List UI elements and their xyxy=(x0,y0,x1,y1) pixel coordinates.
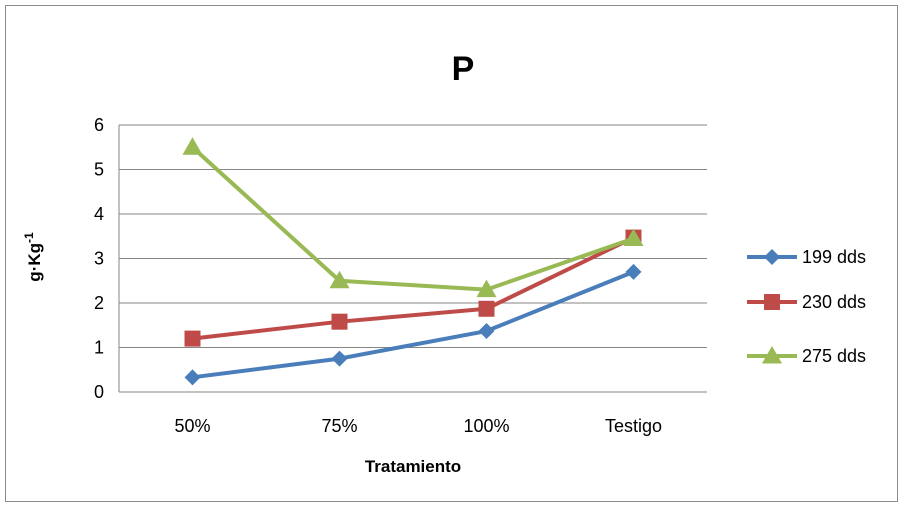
data-point xyxy=(476,279,497,298)
data-point xyxy=(623,228,644,246)
legend-item: 199 dds xyxy=(747,247,866,267)
data-point xyxy=(478,323,495,340)
legend-marker xyxy=(762,346,782,364)
series-layer xyxy=(182,137,644,386)
data-point xyxy=(478,300,495,317)
legend-marker xyxy=(764,249,780,265)
y-tick-label: 3 xyxy=(94,249,104,269)
legend-label: 199 dds xyxy=(802,247,866,267)
series-line xyxy=(191,145,635,292)
y-tick-labels: 0 1 2 3 4 5 6 xyxy=(94,115,104,402)
data-point xyxy=(182,137,203,155)
legend-label: 275 dds xyxy=(802,346,866,366)
y-tick-label: 5 xyxy=(94,160,104,180)
legend: 199 dds 230 dds 275 dds xyxy=(747,247,866,366)
y-tick-label: 0 xyxy=(94,382,104,402)
chart-title: P xyxy=(452,50,475,88)
series-230-dds xyxy=(184,229,642,347)
series-199-dds xyxy=(184,263,642,386)
x-tick-label: 100% xyxy=(463,416,509,436)
data-point xyxy=(184,330,201,347)
y-axis-title: g·Kg-1 xyxy=(22,232,44,282)
x-tick-label: 50% xyxy=(174,416,210,436)
chart-frame xyxy=(5,5,898,502)
series-line xyxy=(192,235,635,341)
data-point xyxy=(184,369,201,386)
legend-label: 230 dds xyxy=(802,292,866,312)
x-tick-label: Testigo xyxy=(605,416,662,436)
x-tick-labels: 50% 75% 100% Testigo xyxy=(174,416,662,436)
data-point xyxy=(625,263,642,280)
gridlines xyxy=(118,124,707,393)
data-point xyxy=(331,350,348,367)
legend-item: 230 dds xyxy=(747,292,866,312)
y-tick-label: 4 xyxy=(94,204,104,224)
series-275-dds xyxy=(182,137,644,298)
series-line xyxy=(192,269,635,380)
y-tick-label: 6 xyxy=(94,115,104,135)
x-tick-label: 75% xyxy=(321,416,357,436)
y-axis-title-superscript: -1 xyxy=(22,232,36,243)
y-tick-label: 2 xyxy=(94,293,104,313)
legend-marker xyxy=(764,294,780,310)
legend-item: 275 dds xyxy=(747,346,866,366)
data-point xyxy=(331,313,348,330)
y-tick-label: 1 xyxy=(94,338,104,358)
y-axis-title-main: g·Kg xyxy=(25,243,44,282)
x-axis-title: Tratamiento xyxy=(365,457,461,476)
data-point xyxy=(329,270,350,289)
